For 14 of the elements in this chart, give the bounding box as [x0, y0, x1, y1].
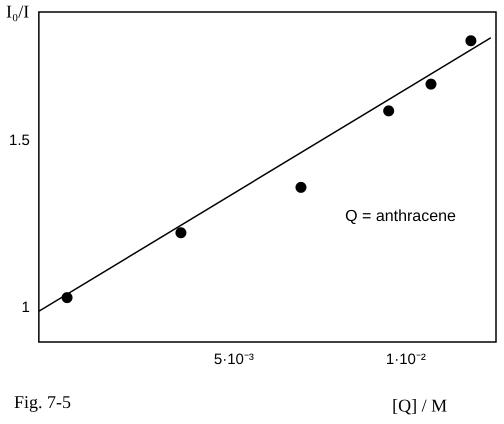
y-tick-label: 1.5 [8, 132, 30, 150]
annotation: Q = anthracene [345, 208, 456, 226]
point [175, 227, 186, 238]
point [62, 292, 73, 304]
x-axis-title: [Q] / M [392, 396, 448, 416]
y-tick-label: 1 [22, 299, 30, 316]
point [295, 182, 306, 193]
point [425, 78, 436, 90]
y-axis-title: I₀/I [6, 2, 30, 22]
point [465, 35, 476, 46]
caption: Fig. 7-5 [14, 392, 72, 413]
x-tick-label: 5·10⁻³ [214, 351, 254, 368]
point [383, 105, 394, 116]
x-tick-label: 1·10⁻² [386, 351, 426, 368]
